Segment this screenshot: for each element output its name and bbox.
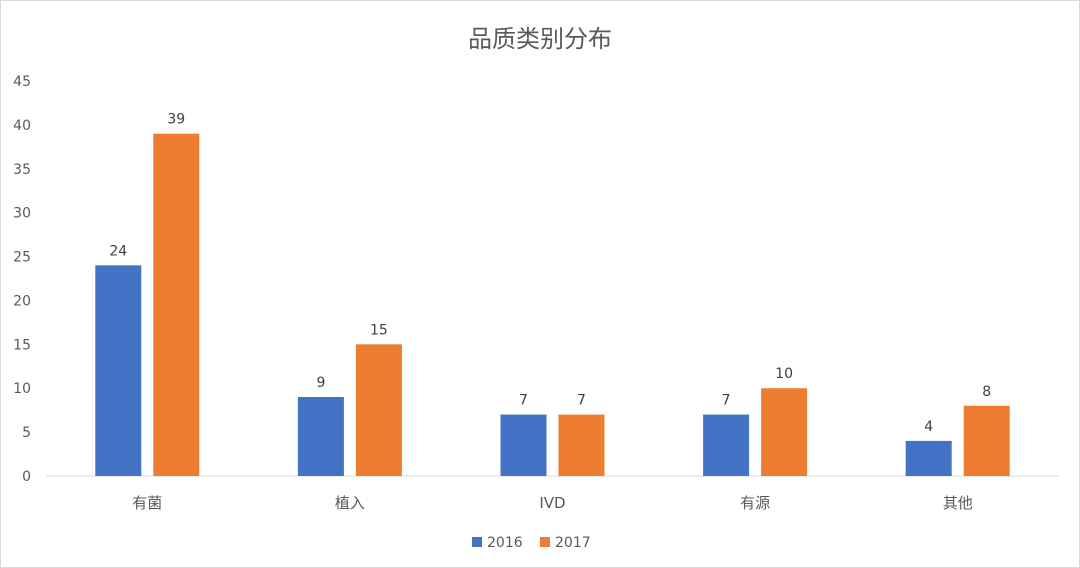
y-axis-ticks: 0 5 10 15 20 25 30 35 40 45 [13, 74, 31, 485]
y-tick-label: 30 [13, 206, 31, 222]
x-axis-labels: 有菌 植入 IVD 有源 其他 [132, 494, 972, 512]
y-tick-label: 45 [13, 74, 31, 90]
bars-group [95, 133, 1010, 476]
category-label: 其他 [943, 494, 973, 512]
data-label-2017-4: 8 [982, 384, 991, 400]
legend-label-2016: 2016 [487, 535, 523, 551]
y-tick-label: 40 [13, 118, 31, 134]
bar-2016-0 [95, 265, 142, 476]
data-label-2016-1: 9 [316, 375, 325, 391]
data-label-2016-3: 7 [722, 393, 731, 409]
legend-label-2017: 2017 [555, 535, 591, 551]
y-tick-label: 15 [13, 337, 31, 353]
y-tick-label: 35 [13, 162, 31, 178]
category-label: 有菌 [132, 494, 162, 512]
y-tick-label: 20 [13, 293, 31, 309]
legend-swatch-2016 [472, 537, 482, 547]
chart-title: 品质类别分布 [468, 25, 612, 53]
data-label-2017-1: 15 [370, 322, 388, 338]
y-tick-label: 0 [22, 469, 31, 485]
data-label-2017-2: 7 [577, 393, 586, 409]
data-label-2016-4: 4 [924, 419, 933, 435]
legend-swatch-2017 [540, 537, 550, 547]
bar-2017-0 [153, 133, 200, 476]
data-label-2016-0: 24 [109, 243, 127, 259]
legend: 2016 2017 [472, 535, 591, 551]
y-tick-label: 10 [13, 381, 31, 397]
category-label: IVD [539, 494, 565, 512]
bar-2016-2 [500, 414, 547, 476]
category-label: 有源 [740, 494, 770, 512]
data-label-2017-0: 39 [167, 112, 185, 128]
bar-2016-3 [703, 414, 750, 476]
y-tick-label: 25 [13, 250, 31, 266]
bar-2017-3 [761, 388, 808, 476]
bar-2016-1 [297, 397, 344, 476]
bar-2017-4 [963, 405, 1010, 476]
data-label-2017-3: 10 [775, 366, 793, 382]
bar-2016-4 [905, 440, 952, 476]
data-labels-group: 24 39 9 15 7 7 7 10 4 8 [109, 112, 991, 435]
bar-2017-1 [355, 344, 402, 476]
data-label-2016-2: 7 [519, 393, 528, 409]
bar-2017-2 [558, 414, 605, 476]
category-label: 植入 [335, 494, 365, 512]
y-tick-label: 5 [22, 425, 31, 441]
